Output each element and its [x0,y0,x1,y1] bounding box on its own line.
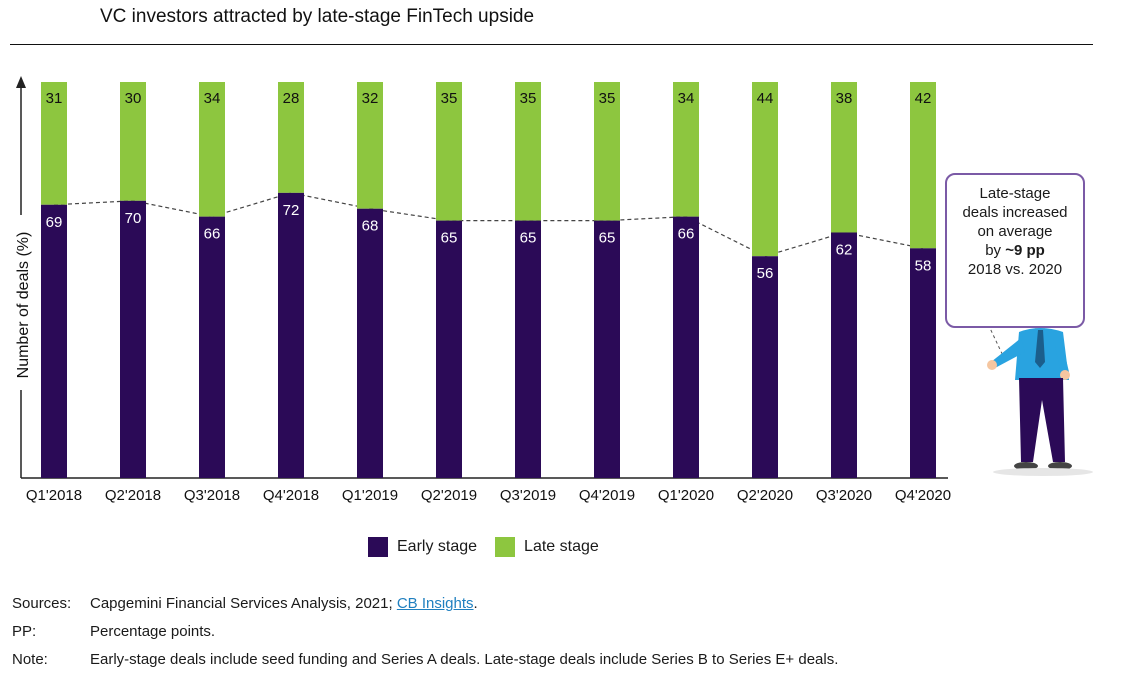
data-label-late: 35 [520,90,537,107]
note-text: Early-stage deals include seed funding a… [90,651,839,668]
bar-early-stage [120,200,146,479]
data-label-late: 34 [204,90,221,107]
data-label-late: 35 [441,90,458,107]
x-tick-label: Q2'2019 [421,487,477,504]
data-label-late: 31 [46,90,63,107]
bar-late-stage [278,82,304,193]
data-label-early: 58 [915,257,932,274]
bar-late-stage [515,82,541,221]
data-label-early: 65 [441,230,458,247]
x-tick-label: Q3'2018 [184,487,240,504]
bar-early-stage [910,248,936,478]
bar-late-stage [357,82,383,209]
y-axis-arrow [16,76,26,88]
x-tick-label: Q3'2019 [500,487,556,504]
legend-swatch-early [368,537,388,557]
bar-late-stage [120,82,146,201]
data-label-early: 68 [362,218,379,235]
callout-line: deals increased [962,204,1068,221]
data-label-late: 35 [599,90,616,107]
bar-early-stage [752,256,778,478]
data-label-early: 56 [757,265,774,282]
data-label-early: 72 [283,202,300,219]
early-stage-trend-line [53,192,924,257]
callout-line: by ~9 pp [985,242,1045,259]
data-label-early: 65 [599,230,616,247]
bar-early-stage [357,208,383,478]
data-label-early: 65 [520,230,537,247]
callout-line: Late-stage [979,185,1051,202]
bar-late-stage [752,82,778,257]
data-label-early: 70 [125,210,142,227]
bar-late-stage [910,82,936,249]
note-row: Note: Early-stage deals include seed fun… [12,646,838,674]
legend: Early stage Late stage [368,537,599,557]
bar-late-stage [831,82,857,233]
callout-line: 2018 vs. 2020 [967,261,1063,278]
y-axis-label: Number of deals (%) [15,232,32,379]
sources-text: Capgemini Financial Services Analysis, 2… [90,595,478,612]
cb-insights-link[interactable]: CB Insights [396,595,474,612]
sources-key: Sources: [12,595,72,612]
bar-late-stage [41,82,67,205]
data-label-early: 69 [46,214,63,231]
bar-late-stage [436,82,462,221]
x-tick-label: Q1'2018 [26,487,82,504]
sources-row: Sources: Capgemini Financial Services An… [12,590,838,618]
insight-callout: Late-stage deals increased on average by… [945,173,1085,328]
stacked-bar-chart: Number of deals (%) 31 69 Q1'2018 30 70 Q2'20… [15,76,952,504]
bar-early-stage [831,232,857,478]
bar-early-stage [41,204,67,478]
legend-label-early: Early stage [397,538,478,555]
data-label-late: 42 [915,90,932,107]
data-label-early: 66 [678,226,695,243]
x-tick-label: Q3'2020 [816,487,872,504]
footnotes: Sources: Capgemini Financial Services An… [12,590,838,674]
callout-line: on average [977,223,1053,240]
pp-text: Percentage points. [90,623,216,640]
callout-highlight: ~9 pp [1005,242,1045,259]
x-tick-label: Q4'2020 [895,487,951,504]
data-label-late: 30 [125,90,142,107]
data-label-early: 66 [204,226,221,243]
x-tick-label: Q2'2018 [105,487,161,504]
chart-title: VC investors attracted by late-stage Fin… [100,6,535,27]
bar-late-stage [594,82,620,221]
bar-early-stage [515,220,541,478]
data-label-late: 38 [836,90,853,107]
bar-late-stage [199,82,225,217]
data-label-late: 28 [283,90,300,107]
x-tick-label: Q2'2020 [737,487,793,504]
legend-swatch-late [495,537,516,557]
data-label-late: 32 [362,90,379,107]
bar-early-stage [199,216,225,478]
note-key: Note: [12,651,48,668]
x-tick-label: Q4'2019 [579,487,635,504]
title-divider [10,44,1093,45]
bar-early-stage [673,216,699,478]
data-label-late: 34 [678,90,695,107]
bar-early-stage [594,220,620,478]
bar-early-stage [436,220,462,478]
bar-late-stage [673,82,699,217]
x-tick-label: Q4'2018 [263,487,319,504]
x-tick-label: Q1'2019 [342,487,398,504]
legend-item-early: Early stage [368,537,477,557]
legend-item-late: Late stage [495,537,599,557]
data-label-early: 62 [836,241,853,258]
pp-row: PP: Percentage points. [12,618,838,646]
bar-early-stage [278,192,304,478]
legend-label-late: Late stage [524,538,599,555]
x-tick-label: Q1'2020 [658,487,714,504]
data-label-late: 44 [757,90,774,107]
pp-key: PP: [12,623,37,640]
